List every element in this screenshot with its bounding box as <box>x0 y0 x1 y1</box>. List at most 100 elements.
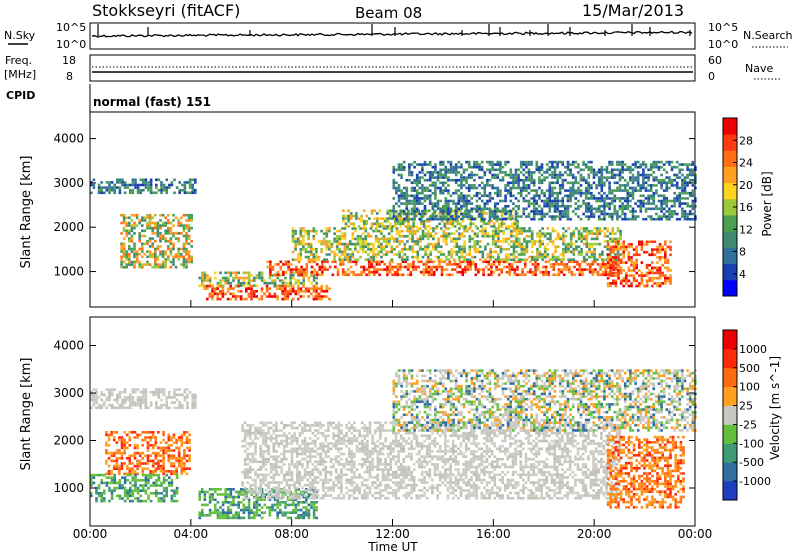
echo-cell <box>647 184 650 187</box>
echo-cell <box>221 287 225 290</box>
echo-cell <box>170 449 173 452</box>
echo-cell <box>185 467 189 470</box>
echo-cell <box>351 250 355 254</box>
echo-cell <box>613 168 617 172</box>
echo-cell <box>103 481 106 485</box>
echo-cell <box>660 178 663 182</box>
echo-cell <box>655 165 658 169</box>
colorbar-tick-label: 28 <box>739 134 753 147</box>
colorbar-swatch <box>723 247 737 265</box>
echo-cell <box>419 237 422 241</box>
echo-cell <box>421 168 424 172</box>
echo-cell <box>434 184 437 187</box>
echo-cell <box>147 497 150 500</box>
echo-cell <box>660 204 663 208</box>
echo-cell <box>461 219 465 223</box>
echo-cell <box>128 252 131 256</box>
echo-cell <box>170 396 174 399</box>
echo-cell <box>237 281 240 285</box>
echo-cell <box>216 508 220 512</box>
echo-cell <box>439 163 442 166</box>
echo-cell <box>608 189 611 192</box>
echo-cell <box>206 284 209 288</box>
echo-cell <box>529 260 532 264</box>
echo-cell <box>496 202 500 205</box>
echo-cell <box>540 189 544 192</box>
echo-cell <box>368 217 371 220</box>
echo-cell <box>436 207 440 211</box>
echo-cell <box>616 212 619 216</box>
echo-cell <box>309 248 313 251</box>
echo-cell <box>623 199 627 203</box>
echo-cell <box>571 173 575 177</box>
echo-cell <box>618 199 622 203</box>
echo-cell <box>146 454 150 457</box>
echo-cell <box>427 219 431 223</box>
echo-cell <box>568 265 571 269</box>
echo-cell <box>549 240 552 243</box>
echo-cell <box>560 260 563 264</box>
echo-cell <box>491 212 494 216</box>
echo-cell <box>344 225 348 228</box>
echo-cell <box>284 263 288 266</box>
echo-cell <box>152 484 155 487</box>
echo-cell <box>315 292 318 296</box>
echo-cell <box>103 403 106 407</box>
echo-cell <box>621 189 624 192</box>
echo-cell <box>292 284 295 288</box>
echo-cell <box>656 248 659 251</box>
echo-cell <box>342 219 345 223</box>
echo-cell <box>668 215 671 218</box>
echo-cell <box>639 194 643 198</box>
echo-cell <box>522 160 526 164</box>
echo-cell <box>234 284 238 288</box>
echo-cell <box>263 292 266 296</box>
echo-cell <box>623 217 627 221</box>
echo-cell <box>543 176 546 179</box>
echo-cell <box>341 253 344 256</box>
echo-cell <box>208 514 212 517</box>
echo-cell <box>475 194 479 198</box>
echo-cell <box>631 186 635 190</box>
echo-cell <box>136 499 140 503</box>
echo-cell <box>400 235 404 238</box>
echo-cell <box>441 163 445 166</box>
echo-cell <box>608 207 611 211</box>
echo-cell <box>548 189 552 192</box>
echo-cell <box>123 390 127 394</box>
echo-cell <box>616 160 619 164</box>
echo-cell <box>547 270 550 274</box>
echo-cell <box>367 242 370 246</box>
echo-cell <box>481 253 485 256</box>
echo-cell <box>504 212 507 216</box>
echo-cell <box>514 181 518 185</box>
echo-cell <box>185 234 188 238</box>
echo-cell <box>367 273 371 277</box>
echo-cell <box>429 235 433 238</box>
echo-cell <box>522 178 526 182</box>
echo-cell <box>665 215 669 218</box>
echo-cell <box>600 194 604 198</box>
echo-cell <box>459 209 462 213</box>
echo-cell <box>177 462 181 465</box>
echo-cell <box>488 163 492 166</box>
echo-cell <box>475 199 479 203</box>
echo-cell <box>422 263 426 266</box>
echo-cell <box>491 242 495 246</box>
echo-cell <box>683 176 687 179</box>
echo-cell <box>527 160 531 164</box>
nsky-tick-bottom: 10^0 <box>56 38 86 51</box>
echo-cell <box>616 227 620 230</box>
echo-cell <box>582 229 586 233</box>
echo-cell <box>584 186 588 190</box>
echo-cell <box>652 217 656 221</box>
echo-cell <box>141 431 145 434</box>
echo-cell <box>356 250 360 254</box>
echo-cell <box>122 265 126 269</box>
echo-cell <box>177 459 181 463</box>
echo-cell <box>328 240 331 243</box>
echo-cell <box>138 239 141 243</box>
echo-cell <box>328 229 331 233</box>
echo-cell <box>411 250 414 254</box>
echo-cell <box>105 431 108 434</box>
